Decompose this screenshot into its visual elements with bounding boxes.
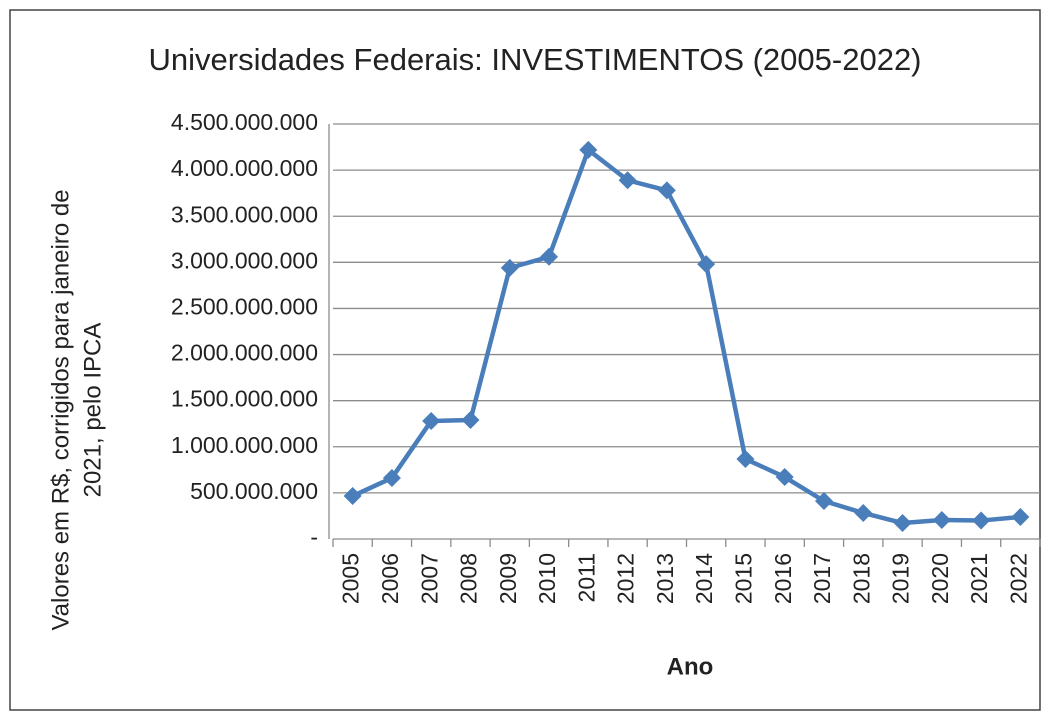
data-marker (736, 449, 755, 468)
x-tick-label: 2010 (534, 553, 560, 604)
data-marker (382, 468, 401, 487)
y-tick-label: 1.000.000.000 (171, 432, 318, 458)
x-tick-label: 2009 (495, 553, 521, 604)
y-tick-label: 3.000.000.000 (171, 247, 318, 273)
x-tick-label: 2016 (770, 553, 796, 604)
data-marker (775, 468, 794, 487)
y-axis-label-line: Valores em R$, corrigidos para janeiro d… (47, 189, 74, 630)
data-marker (343, 487, 362, 506)
chart-title: Universidades Federais: INVESTIMENTOS (2… (148, 42, 921, 77)
x-tick-label: 2005 (338, 553, 364, 604)
data-marker (1011, 507, 1030, 526)
x-tick-label: 2015 (730, 553, 756, 604)
y-tick-label: 4.500.000.000 (171, 109, 318, 135)
data-marker (932, 511, 951, 530)
y-tick-label: 2.000.000.000 (171, 340, 318, 366)
data-marker (461, 411, 480, 430)
x-tick-label: 2008 (456, 553, 482, 604)
data-marker (854, 503, 873, 522)
data-marker (579, 140, 598, 159)
x-axis-label: Ano (667, 653, 714, 680)
y-axis-label-line: 2021, pelo IPCA (79, 323, 106, 498)
y-axis-label: Valores em R$, corrigidos para janeiro d… (47, 189, 106, 630)
data-marker (972, 511, 991, 530)
data-marker (500, 258, 519, 277)
x-tick-label: 2018 (848, 553, 874, 604)
x-tick-label: 2019 (888, 553, 914, 604)
x-tick-label: 2014 (691, 553, 717, 604)
chart-border (9, 9, 1041, 711)
y-tick-label: 2.500.000.000 (171, 294, 318, 320)
x-tick-label: 2013 (652, 553, 678, 604)
x-tick-label: 2017 (809, 553, 835, 604)
data-marker (697, 255, 716, 274)
data-marker (814, 492, 833, 511)
y-tick-label: 500.000.000 (190, 478, 318, 504)
x-tick-label: 2021 (966, 553, 992, 604)
y-tick-label: 1.500.000.000 (171, 386, 318, 412)
data-marker (618, 171, 637, 190)
x-tick-label: 2007 (416, 553, 442, 604)
x-tick-label: 2020 (927, 553, 953, 604)
y-tick-label: 3.500.000.000 (171, 201, 318, 227)
data-marker (540, 247, 559, 266)
x-tick-label: 2022 (1005, 553, 1031, 604)
y-tick-label: 4.000.000.000 (171, 155, 318, 181)
data-marker (893, 513, 912, 532)
x-tick-label: 2011 (573, 553, 599, 602)
data-marker (657, 181, 676, 200)
x-tick-label: 2006 (377, 553, 403, 604)
x-tick-label: 2012 (613, 553, 639, 604)
data-marker (422, 411, 441, 430)
y-tick-label: - (310, 524, 318, 550)
